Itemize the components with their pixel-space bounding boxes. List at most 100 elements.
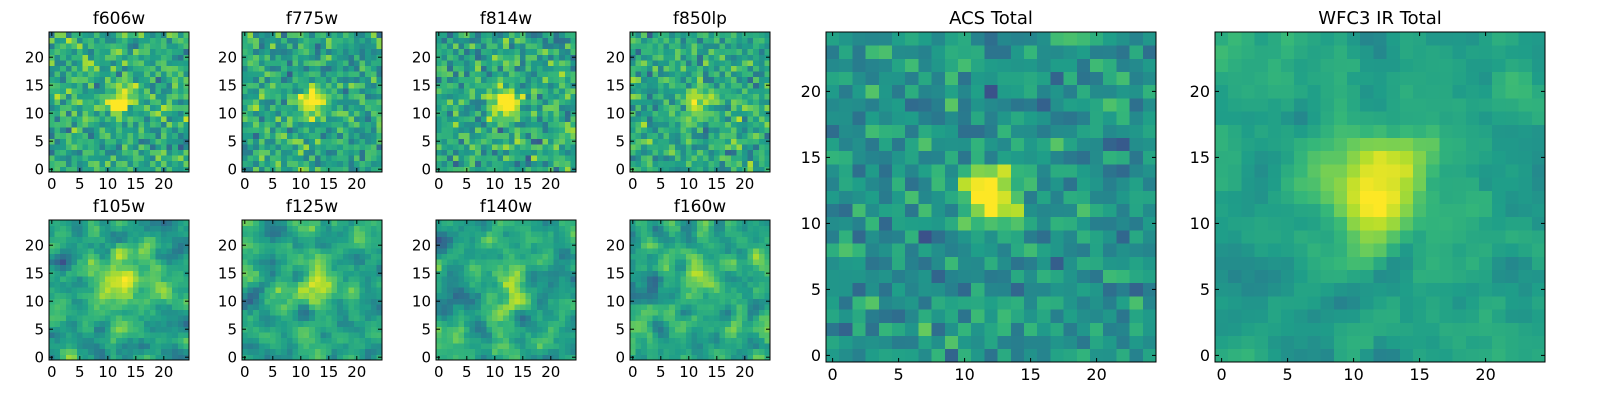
heatmap-cell xyxy=(121,121,128,128)
heatmap-cell xyxy=(520,149,526,156)
heatmap-cell xyxy=(564,37,571,44)
heatmap-cell xyxy=(166,76,173,83)
heatmap-cell xyxy=(691,116,698,122)
heatmap-cell xyxy=(342,82,349,89)
heatmap-cell xyxy=(242,320,248,327)
heatmap-cell xyxy=(258,292,265,299)
heatmap-cell xyxy=(258,281,265,288)
heatmap-cell xyxy=(758,348,765,355)
heatmap-cell xyxy=(54,121,61,128)
heatmap-cell xyxy=(82,104,89,111)
heatmap-cell xyxy=(503,259,510,266)
heatmap-cell xyxy=(702,127,709,134)
heatmap-cell xyxy=(475,76,482,83)
heatmap-cell xyxy=(441,88,448,94)
heatmap-cell xyxy=(166,37,173,44)
heatmap-cell xyxy=(166,225,173,232)
heatmap-cell xyxy=(441,242,448,249)
heatmap-cell xyxy=(292,160,299,167)
heatmap-cell xyxy=(686,155,692,162)
heatmap-cell xyxy=(674,348,681,355)
heatmap-cell xyxy=(686,337,692,344)
heatmap-cell xyxy=(753,43,760,50)
heatmap-cell xyxy=(359,65,366,72)
heatmap-cell xyxy=(753,149,760,156)
heatmap-cell xyxy=(65,82,72,89)
heatmap-cell xyxy=(635,149,642,156)
heatmap-cell xyxy=(337,60,344,66)
heatmap-cell xyxy=(480,138,487,145)
heatmap-cell xyxy=(492,121,498,128)
heatmap-cell xyxy=(441,304,448,310)
heatmap-cell xyxy=(303,320,310,327)
heatmap-cell xyxy=(497,264,504,271)
heatmap-cell xyxy=(275,259,282,266)
heatmap-cell xyxy=(105,320,111,327)
heatmap-cell xyxy=(680,155,687,162)
heatmap-cell xyxy=(99,127,106,134)
axes-frame xyxy=(48,219,190,361)
heatmap-cell xyxy=(630,155,636,162)
heatmap-cell xyxy=(258,65,265,72)
heatmap-cell xyxy=(525,88,532,94)
heatmap-cell xyxy=(138,354,145,361)
heatmap-cell xyxy=(370,276,377,282)
heatmap-cell xyxy=(641,292,648,299)
heatmap-cell xyxy=(242,48,248,55)
heatmap-cell xyxy=(172,298,179,305)
heatmap-cell xyxy=(725,60,732,66)
heatmap-cell xyxy=(669,93,676,100)
heatmap-cell xyxy=(714,144,720,150)
heatmap-cell xyxy=(49,149,55,156)
heatmap-cell xyxy=(144,60,151,66)
heatmap-cell xyxy=(548,276,554,282)
heatmap-cell xyxy=(680,127,687,134)
heatmap-cell xyxy=(553,160,560,167)
heatmap-cell xyxy=(71,48,78,55)
heatmap-cell xyxy=(54,270,61,277)
heatmap-cell xyxy=(359,270,366,277)
heatmap-cell xyxy=(320,337,327,344)
heatmap-cell xyxy=(469,166,476,173)
heatmap-cell xyxy=(60,60,67,66)
heatmap-cell xyxy=(365,82,372,89)
heatmap-cell xyxy=(65,236,72,243)
heatmap-cell xyxy=(60,225,67,232)
heatmap-cell xyxy=(172,99,179,106)
heatmap-cell xyxy=(630,48,636,55)
heatmap-cell xyxy=(247,138,254,145)
heatmap-cell xyxy=(105,337,111,344)
heatmap-cell xyxy=(452,48,459,55)
heatmap-cell xyxy=(376,71,383,78)
heatmap-cell xyxy=(71,99,78,106)
x-tick-label: 5 xyxy=(75,175,85,193)
heatmap-cell xyxy=(99,332,106,338)
heatmap-cell xyxy=(464,132,470,139)
heatmap-cell xyxy=(275,242,282,249)
heatmap-cell xyxy=(486,65,493,72)
heatmap-cell xyxy=(663,276,670,282)
heatmap-cell xyxy=(441,121,448,128)
x-tick-label: 10 xyxy=(485,175,504,193)
heatmap-cell xyxy=(359,132,366,139)
heatmap-cell xyxy=(253,326,260,333)
heatmap-cell xyxy=(65,149,72,156)
heatmap-cell xyxy=(691,304,698,310)
heatmap-cell xyxy=(99,82,106,89)
heatmap-cell xyxy=(127,160,134,167)
heatmap-cell xyxy=(155,304,162,310)
heatmap-cell xyxy=(475,132,482,139)
heatmap-cell xyxy=(365,287,372,294)
heatmap-cell xyxy=(309,348,316,355)
heatmap-cell xyxy=(309,149,316,156)
heatmap-cell xyxy=(342,88,349,94)
heatmap-cell xyxy=(708,281,715,288)
heatmap-cell xyxy=(110,231,117,238)
heatmap-cell xyxy=(348,155,355,162)
heatmap-cell xyxy=(88,93,95,100)
heatmap-cell xyxy=(354,37,360,44)
heatmap-cell xyxy=(149,337,156,344)
heatmap-cell xyxy=(742,281,748,288)
heatmap-cell xyxy=(708,82,715,89)
heatmap-cell xyxy=(525,242,532,249)
